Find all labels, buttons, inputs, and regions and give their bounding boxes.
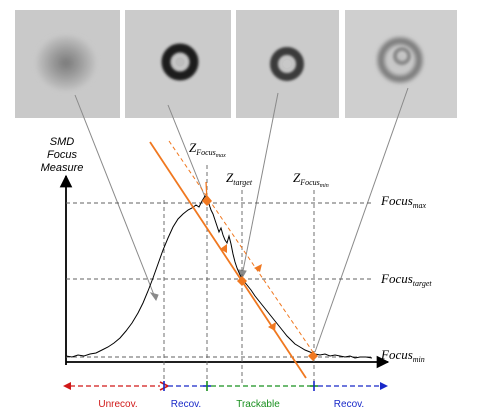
region-arrowheads bbox=[63, 381, 388, 391]
focus-measure-curve bbox=[65, 195, 373, 359]
arrowhead-recov-right bbox=[380, 382, 388, 390]
label-focus-max: Focusmax bbox=[380, 193, 427, 210]
thumbnail-target-focus-ring bbox=[236, 10, 339, 118]
label-focus-target: Focustarget bbox=[380, 271, 432, 288]
thumbnail-pointer-lines bbox=[74, 87, 409, 353]
region-label-recov-left: Recov. bbox=[171, 399, 201, 410]
focus-reference-lines bbox=[66, 202, 372, 358]
label-z-focus-max: ZFocusmax bbox=[189, 140, 226, 159]
tracking-line-dashed bbox=[168, 140, 316, 356]
thumbnail-defocused-blur bbox=[15, 10, 120, 118]
arrow-orange-2 bbox=[254, 264, 262, 272]
y-axis-title: SMD Focus Measure bbox=[41, 136, 84, 174]
marker-zmin bbox=[308, 351, 318, 361]
thumbnail-min-focus-ring bbox=[345, 10, 457, 118]
tracking-markers bbox=[202, 195, 318, 361]
marker-zmax bbox=[202, 195, 212, 206]
y-axis-title-line-3: Measure bbox=[41, 162, 84, 174]
pointer-arrow-target bbox=[238, 269, 247, 280]
arrowhead-unrecov-left bbox=[63, 382, 71, 390]
tracking-line-solid bbox=[149, 141, 307, 379]
pointer-line-defocused bbox=[74, 94, 157, 301]
pointer-line-target bbox=[241, 92, 279, 277]
thumbnail-max-focus-ring bbox=[125, 10, 231, 118]
region-label-recov-right: Recov. bbox=[334, 399, 364, 410]
label-z-target: Ztarget bbox=[226, 170, 253, 187]
region-label-trackable: Trackable bbox=[236, 399, 280, 410]
pointer-line-min bbox=[314, 87, 409, 353]
y-axis-title-line-2: Focus bbox=[47, 149, 77, 161]
pointer-line-max bbox=[167, 104, 208, 203]
arrow-orange-3 bbox=[268, 322, 276, 331]
axes bbox=[59, 174, 390, 369]
y-axis-title-line-1: SMD bbox=[50, 136, 75, 148]
pointer-arrow-defocused bbox=[149, 292, 159, 302]
region-label-unrecov: Unrecov. bbox=[98, 399, 137, 410]
arrow-orange-1 bbox=[220, 244, 227, 253]
marker-ztarget bbox=[237, 276, 247, 286]
label-focus-min: Focusmin bbox=[380, 347, 425, 364]
label-z-focus-min: ZFocusmin bbox=[293, 170, 329, 189]
